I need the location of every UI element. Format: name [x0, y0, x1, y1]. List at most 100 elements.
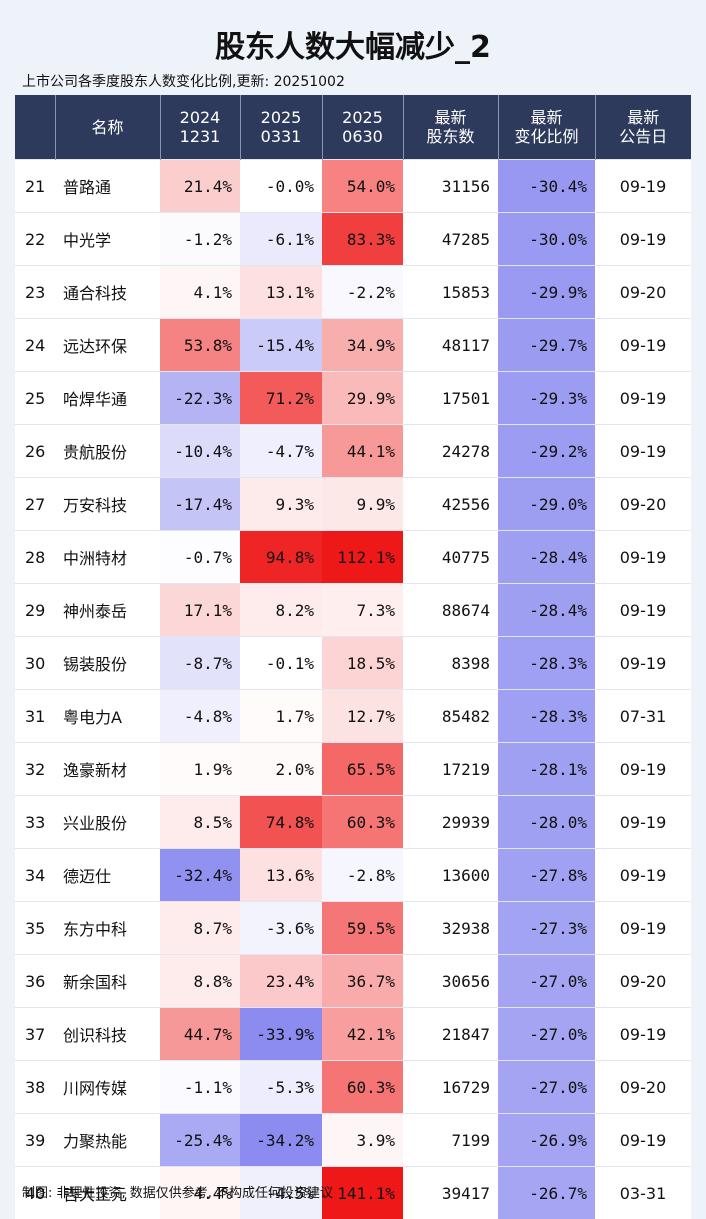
cell: 8.5%: [160, 796, 240, 849]
cell: 48117: [403, 319, 498, 372]
cell: -28.4%: [498, 531, 595, 584]
cell: 30656: [403, 955, 498, 1008]
cell: -26.7%: [498, 1167, 595, 1219]
cell: 31: [15, 690, 55, 743]
cell: 42.1%: [322, 1008, 403, 1061]
cell: 创识科技: [55, 1008, 160, 1061]
cell: 42556: [403, 478, 498, 531]
cell: 29.9%: [322, 372, 403, 425]
cell: 03-31: [595, 1167, 691, 1219]
cell: -27.0%: [498, 1008, 595, 1061]
cell: 中洲特材: [55, 531, 160, 584]
cell: 29939: [403, 796, 498, 849]
header-line: 最新: [405, 108, 497, 127]
cell: 28: [15, 531, 55, 584]
cell: 26: [15, 425, 55, 478]
cell: 39: [15, 1114, 55, 1167]
cell: 09-19: [595, 160, 691, 213]
cell: 09-19: [595, 902, 691, 955]
cell: -0.7%: [160, 531, 240, 584]
header-line: 最新: [500, 108, 594, 127]
header-line: 最新: [597, 108, 691, 127]
cell: -8.7%: [160, 637, 240, 690]
cell: -2.8%: [322, 849, 403, 902]
cell: 09-19: [595, 213, 691, 266]
cell: 力聚热能: [55, 1114, 160, 1167]
cell: 7199: [403, 1114, 498, 1167]
cell: 71.2%: [240, 372, 322, 425]
cell: 47285: [403, 213, 498, 266]
cell: -28.3%: [498, 690, 595, 743]
header-cell: 最新公告日: [595, 95, 691, 160]
cell: 09-19: [595, 796, 691, 849]
cell: -4.8%: [160, 690, 240, 743]
cell: 17219: [403, 743, 498, 796]
cell: 39417: [403, 1167, 498, 1219]
cell: -27.3%: [498, 902, 595, 955]
cell: 09-19: [595, 584, 691, 637]
cell: -32.4%: [160, 849, 240, 902]
cell: 83.3%: [322, 213, 403, 266]
cell: 12.7%: [322, 690, 403, 743]
cell: 88674: [403, 584, 498, 637]
header-line: 1231: [162, 127, 239, 146]
cell: 13.1%: [240, 266, 322, 319]
cell: 川网传媒: [55, 1061, 160, 1114]
cell: -33.9%: [240, 1008, 322, 1061]
cell: 远达环保: [55, 319, 160, 372]
cell: -29.0%: [498, 478, 595, 531]
title: 股东人数大幅减少_2: [0, 22, 706, 66]
cell: 09-19: [595, 531, 691, 584]
cell: 09-20: [595, 955, 691, 1008]
header-line: 变化比例: [500, 127, 594, 146]
cell: 22: [15, 213, 55, 266]
cell: 18.5%: [322, 637, 403, 690]
cell: 23: [15, 266, 55, 319]
header-cell: [15, 95, 55, 160]
cell: 普路通: [55, 160, 160, 213]
cell: 逸豪新材: [55, 743, 160, 796]
cell: 32938: [403, 902, 498, 955]
cell: 09-19: [595, 1008, 691, 1061]
cell: 112.1%: [322, 531, 403, 584]
cell: 85482: [403, 690, 498, 743]
cell: 09-19: [595, 319, 691, 372]
cell: 09-20: [595, 478, 691, 531]
header-cell: 最新股东数: [403, 95, 498, 160]
cell: 8.2%: [240, 584, 322, 637]
cell: 锡装股份: [55, 637, 160, 690]
cell: -6.1%: [240, 213, 322, 266]
cell: 74.8%: [240, 796, 322, 849]
cell: 09-19: [595, 1114, 691, 1167]
cell: 54.0%: [322, 160, 403, 213]
cell: 21.4%: [160, 160, 240, 213]
cell: -26.9%: [498, 1114, 595, 1167]
cell: 40775: [403, 531, 498, 584]
cell: 09-19: [595, 372, 691, 425]
cell: 07-31: [595, 690, 691, 743]
cell: 09-19: [595, 743, 691, 796]
cell: -29.3%: [498, 372, 595, 425]
header-line: 股东数: [405, 127, 497, 146]
cell: 1.7%: [240, 690, 322, 743]
cell: 31156: [403, 160, 498, 213]
cell: 2.0%: [240, 743, 322, 796]
cell: 8.7%: [160, 902, 240, 955]
cell: -27.0%: [498, 1061, 595, 1114]
